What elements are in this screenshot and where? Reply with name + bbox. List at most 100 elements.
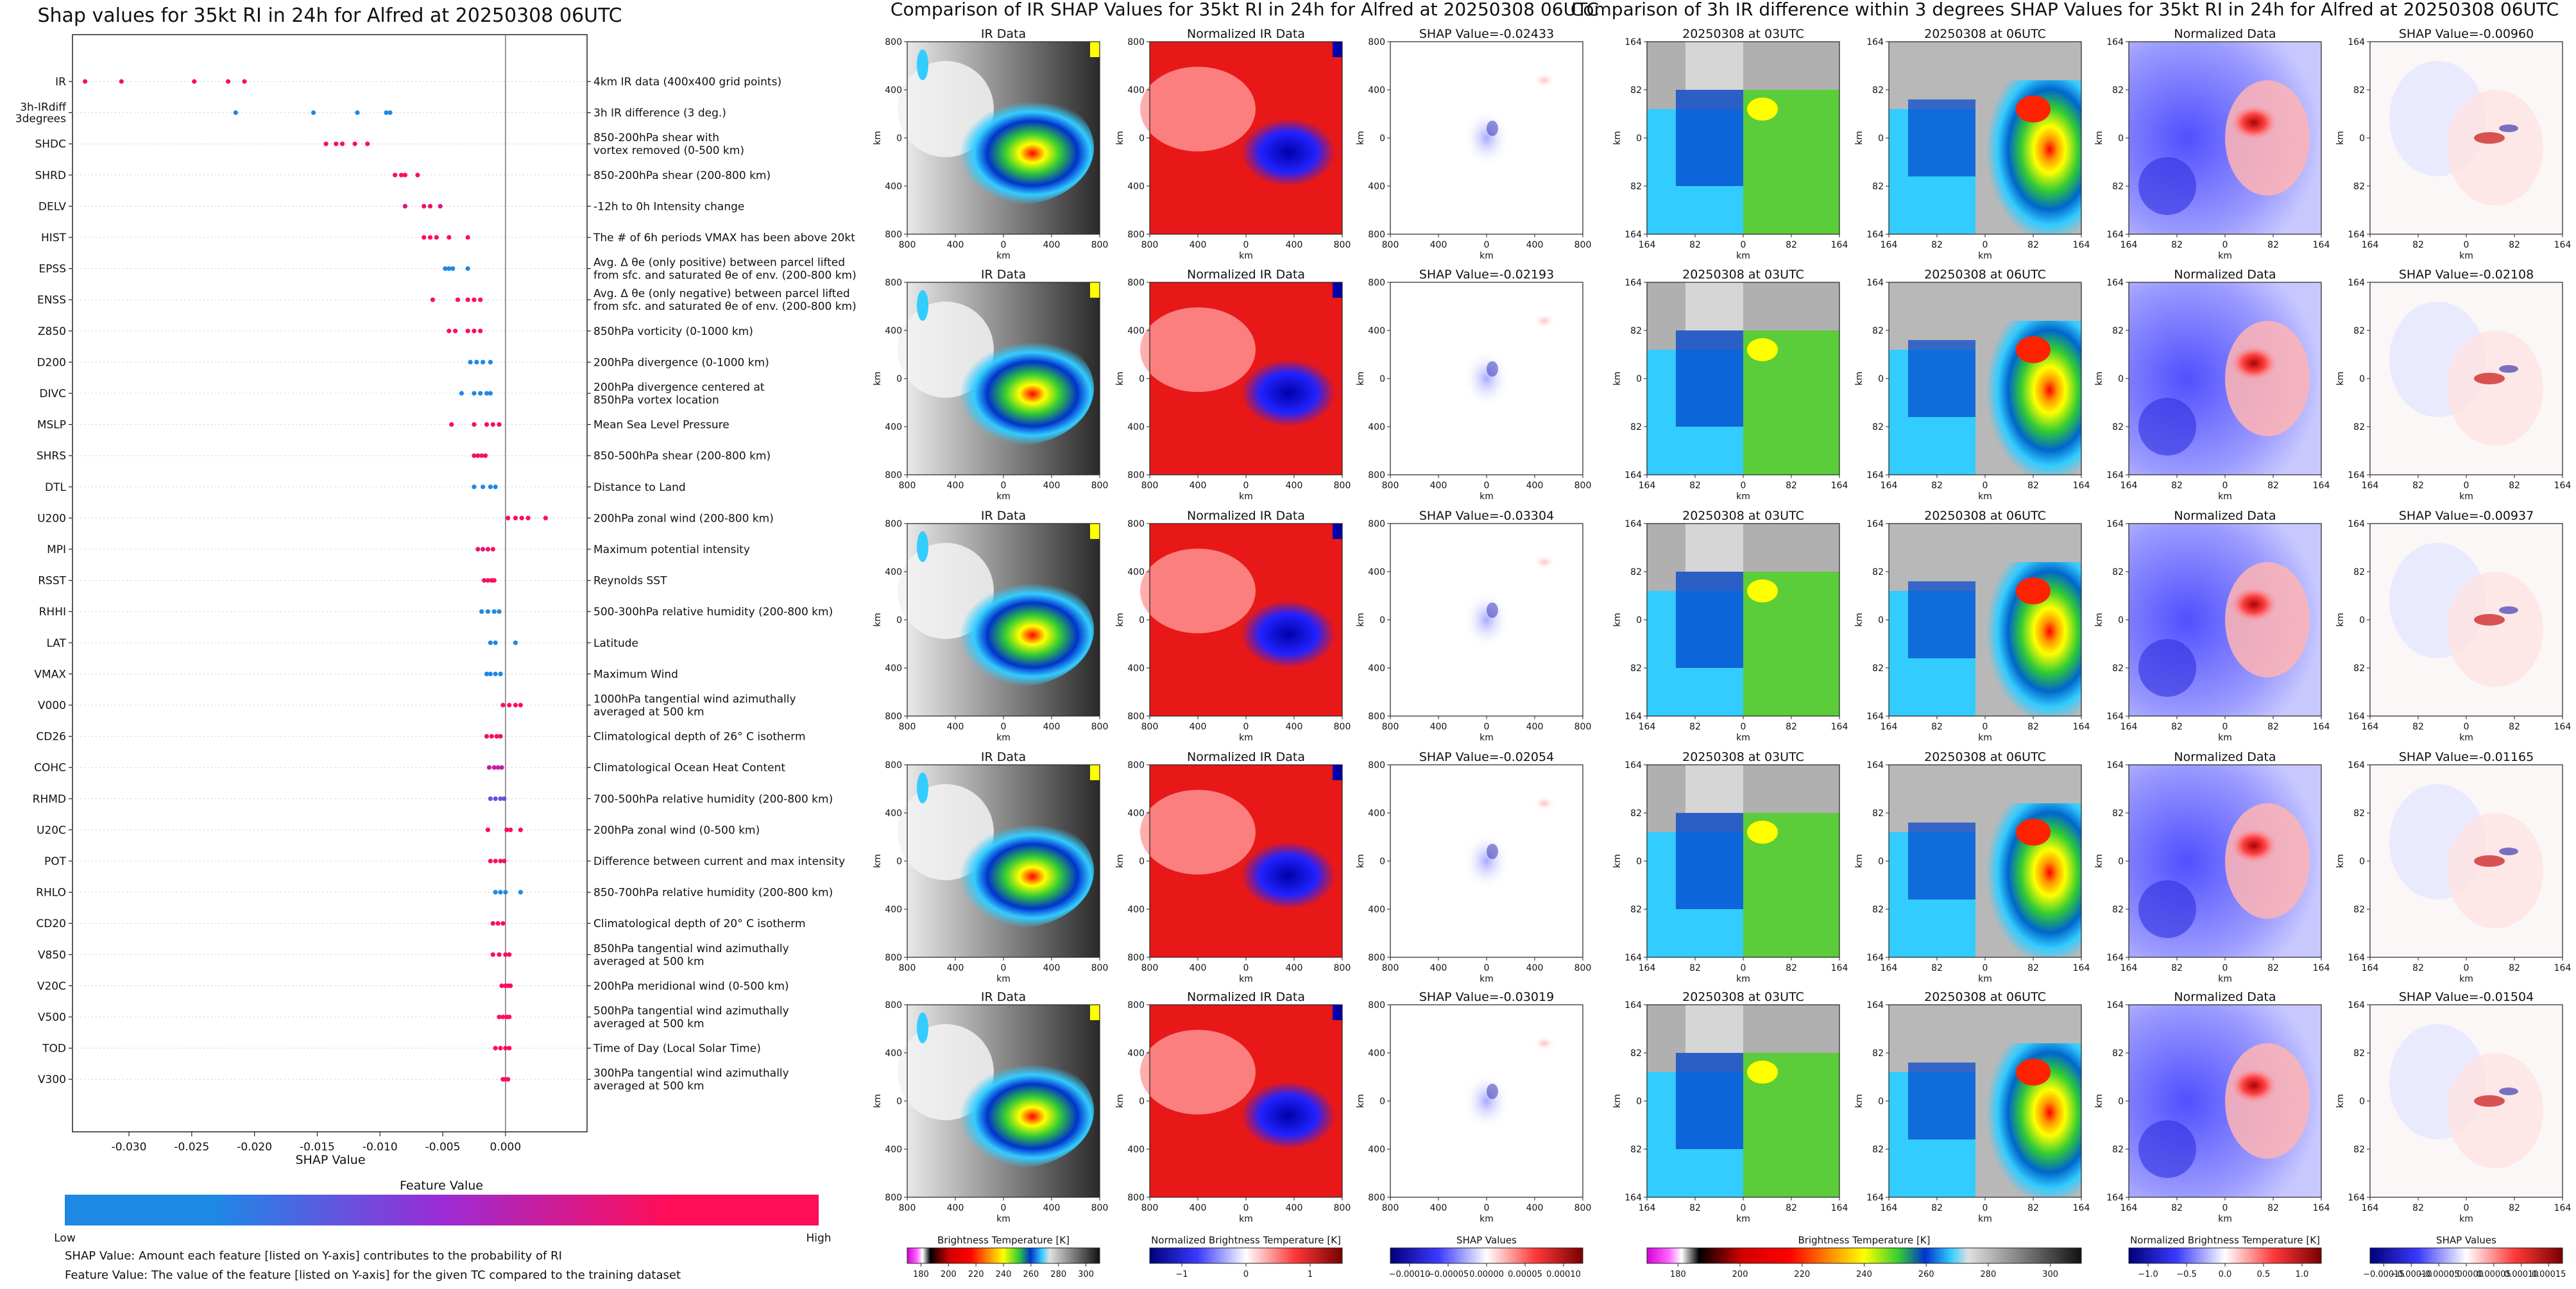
panel-y-tick-label: 82 [2353,905,2365,915]
panel-y-tick-label: 400 [1368,1048,1385,1059]
panel-y-label: km [2335,613,2346,627]
right-panel-title: Normalized Data [2174,268,2276,282]
colorbar-tick-label: −0.00015 [2363,1270,2405,1279]
shap-point [339,141,345,146]
panel-x-tick-label: 400 [1430,1203,1447,1213]
panel-y-tick-label: 0 [1139,615,1145,626]
panel-x-tick-label: 164 [1831,240,1848,250]
panel-y-tick-label: 164 [1625,37,1642,47]
panel-x-tick-label: 164 [2554,240,2572,250]
panel-y-tick-label: 164 [2348,760,2365,771]
irdiff-shap-comparison: Comparison of 3h IR difference within 3 … [1571,0,2572,1279]
shap-point [485,578,491,583]
mid-panel-title: IR Data [981,268,1026,282]
shap-point [474,359,479,365]
panel-x-label: km [1480,491,1494,502]
panel-x-label: km [1480,1214,1494,1224]
right-panel-title: 20250308 at 03UTC [1682,27,1804,41]
feature-desc-mpi: Maximum potential intensity [593,543,750,556]
panel-y-tick-label: 800 [1127,953,1145,963]
norm-storm [1207,1063,1342,1159]
panel-x-tick-label: 0 [1001,240,1007,250]
colorbar-tick-label: −1 [1175,1270,1188,1279]
right-panel-title: SHAP Value=-0.02108 [2399,268,2534,282]
panel-y-label: km [1115,131,1125,145]
panel-x-tick-label: 82 [2267,481,2279,491]
panel-x-label: km [2218,251,2232,261]
shap-point [499,983,504,988]
feature-label-u20c: U20C [37,824,66,837]
feature-desc-shrs: 850-500hPa shear (200-800 km) [593,450,771,463]
panel-x-tick-label: 0 [1741,240,1746,250]
panel-x-tick-label: 0 [1001,481,1007,491]
panel-x-tick-label: 82 [2412,1203,2424,1213]
shap-value-note: SHAP Value: Amount each feature [listed … [65,1249,562,1263]
panel-y-tick-label: 0 [2118,374,2124,384]
right-panel-title: 20250308 at 06UTC [1924,268,2046,282]
colorbar-label: SHAP Values [1456,1234,1517,1246]
normdiff-pink [2225,321,2310,436]
feature-desc-cohc: Climatological Ocean Heat Content [593,762,785,774]
ir-coast [917,49,928,80]
shap-point [543,515,549,521]
panel-y-label: km [1612,613,1623,627]
shap-point [472,329,477,334]
shap-point [242,79,247,84]
panel-y-tick-label: 0 [2118,133,2124,144]
ir-storm [932,813,1094,928]
colorbar-tick-label: 0.00010 [2504,1270,2539,1279]
panel-x-tick-label: 0 [1741,722,1746,732]
panel-y-tick-label: 400 [1127,1145,1145,1155]
shap-point [503,1046,508,1051]
feature-desc-shdc: 850-200hPa shear with vortex removed (0-5… [593,132,744,157]
sat-cloud [1685,1005,1743,1053]
panel-x-tick-label: 400 [1190,240,1207,250]
panel-y-tick-label: 400 [885,182,902,192]
feature-desc-rsst: Reynolds SST [593,575,667,588]
panel-y-tick-label: 0 [2359,857,2365,867]
panel-y-tick-label: 82 [2353,1048,2365,1059]
panel-y-tick-label: 800 [885,953,902,963]
panel-x-label: km [2218,1214,2232,1224]
sat-yellow [1747,579,1778,602]
feature-label-rsst: RSST [38,575,66,588]
panel-y-tick-label: 400 [1368,85,1385,96]
panel-x-tick-label: 800 [899,1203,916,1213]
panel-x-tick-label: 400 [1526,1203,1544,1213]
feature-desc-v300: 300hPa tangential wind azimuthally averag… [593,1067,789,1093]
panel-y-label: km [2335,131,2346,145]
panel-y-tick-label: 800 [1368,712,1385,722]
panel-y-tick-label: 0 [2359,374,2365,384]
panel-x-tick-label: 164 [2313,963,2330,973]
panel-x-tick-label: 164 [2073,722,2090,732]
feature-desc-v000: 1000hPa tangential wind azimuthally avera… [593,693,796,719]
panel-x-tick-label: 0 [1983,963,1988,973]
sat-blue-band [1676,1053,1743,1149]
feature-desc-u200: 200hPa zonal wind (200-800 km) [593,512,774,525]
panel-x-tick-label: 82 [1786,481,1797,491]
panel-x-tick-label: 400 [1286,1203,1303,1213]
ir-coast [917,531,928,562]
panel-y-tick-label: 164 [2106,230,2124,240]
shap-point [503,952,508,957]
panel-x-label: km [1239,1214,1253,1224]
panel-x-tick-label: 82 [2509,1203,2520,1213]
shap-point [443,266,448,271]
panel-x-tick-label: 82 [1689,722,1701,732]
panel-y-tick-label: 0 [896,374,902,384]
mid-panel-title: SHAP Value=-0.03019 [1419,990,1554,1004]
panel-y-tick-label: 0 [1379,374,1385,384]
feature-label-mslp: MSLP [37,419,66,432]
panel-y-tick-label: 82 [2112,1145,2124,1155]
panel-x-tick-label: 164 [2362,240,2379,250]
shap-point [502,796,507,801]
feature-desc-delv: -12h to 0h Intensity change [593,200,744,213]
panel-x-label: km [1736,974,1750,984]
shap-core [1487,361,1498,377]
feature-label-tod: TOD [42,1043,66,1055]
panel-y-label: km [873,854,883,868]
feature-desc-v850: 850hPa tangential wind azimuthally averag… [593,943,789,968]
shap-core [1487,602,1498,618]
panel-y-label: km [2335,854,2346,868]
panel-x-tick-label: 800 [1574,963,1592,973]
